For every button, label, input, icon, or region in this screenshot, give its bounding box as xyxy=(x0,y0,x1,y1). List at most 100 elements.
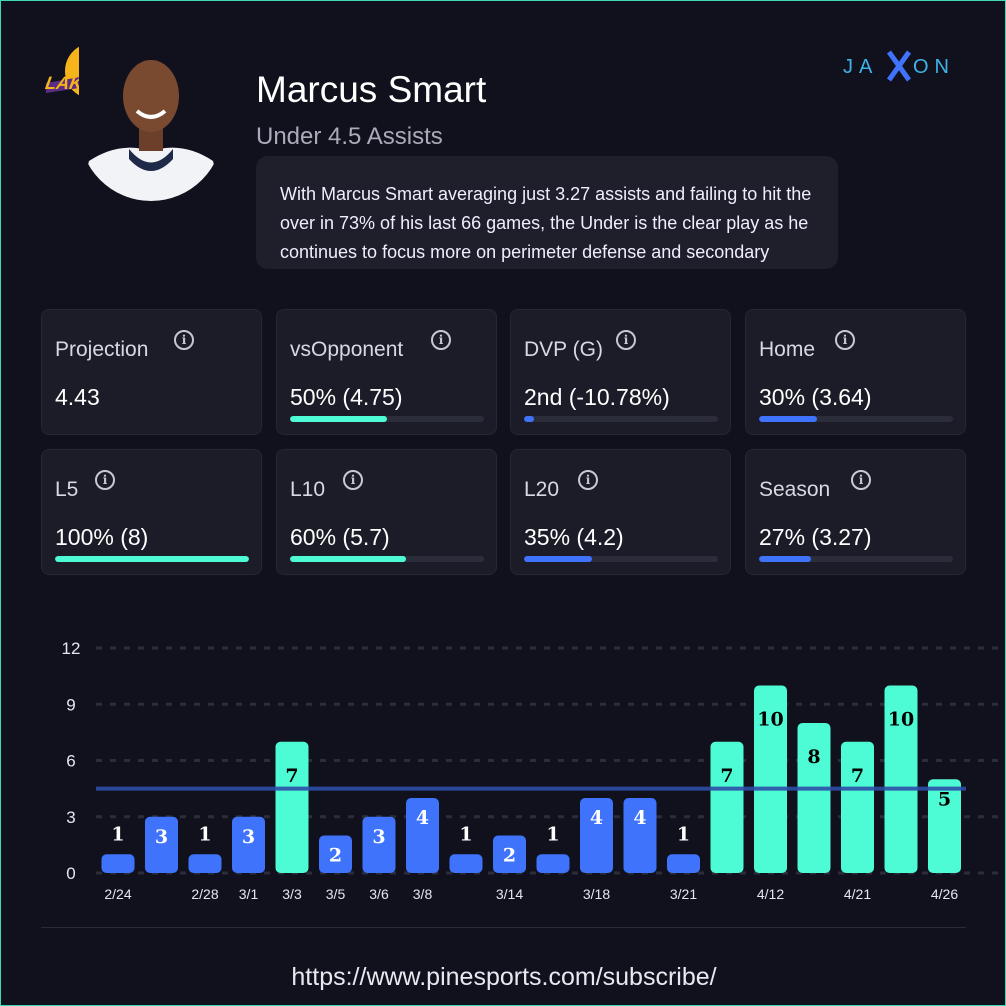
progress-bar xyxy=(759,556,953,562)
stat-value: 100% (8) xyxy=(55,524,149,550)
bar-value-label: 2 xyxy=(329,845,342,867)
bar-value-label: 10 xyxy=(888,709,914,731)
bar xyxy=(884,685,918,873)
bar-value-label: 4 xyxy=(633,807,646,829)
stat-label: L20 xyxy=(524,478,560,501)
bar xyxy=(754,685,787,873)
progress-bar xyxy=(524,556,718,562)
bar xyxy=(667,854,700,873)
bar xyxy=(319,835,352,873)
bar xyxy=(580,798,613,873)
bar-value-label: 7 xyxy=(851,765,864,787)
x-tick-label: 2/28 xyxy=(191,886,218,902)
bar xyxy=(623,798,657,873)
bar-value-label: 7 xyxy=(285,765,298,787)
bar xyxy=(493,835,526,873)
x-tick-label: 3/8 xyxy=(413,886,433,902)
progress-fill xyxy=(290,416,387,422)
stat-card-l5: L5 i 100% (8) xyxy=(41,449,262,575)
progress-fill xyxy=(524,556,592,562)
info-icon[interactable]: i xyxy=(343,470,363,490)
bar xyxy=(536,854,570,873)
x-tick-label: 2/24 xyxy=(104,886,131,902)
y-tick-label: 6 xyxy=(66,752,75,771)
bar-value-label: 1 xyxy=(459,823,472,845)
stat-value: 30% (3.64) xyxy=(759,384,872,410)
svg-text:JA: JA xyxy=(843,56,878,78)
progress-fill xyxy=(290,556,407,562)
stat-label: Season xyxy=(759,478,831,501)
stat-card-vsopponent: vsOpponent i 50% (4.75) xyxy=(276,309,497,435)
bar xyxy=(275,741,309,873)
progress-bar xyxy=(290,416,484,422)
x-tick-label: 3/6 xyxy=(369,886,389,902)
stat-card-home: Home i 30% (3.64) xyxy=(745,309,966,435)
progress-bar xyxy=(290,556,484,562)
stat-value: 50% (4.75) xyxy=(290,384,403,410)
progress-bar xyxy=(55,556,249,562)
x-tick-label: 3/14 xyxy=(496,886,523,902)
bar-value-label: 4 xyxy=(590,807,603,829)
progress-fill xyxy=(759,416,818,422)
y-tick-label: 3 xyxy=(66,808,75,827)
info-icon[interactable]: i xyxy=(835,330,855,350)
info-icon[interactable]: i xyxy=(174,330,194,350)
stat-label: DVP (G) xyxy=(524,338,603,361)
info-icon[interactable]: i xyxy=(95,470,115,490)
bar xyxy=(841,741,874,873)
bar-value-label: 1 xyxy=(198,823,211,845)
bar xyxy=(797,723,831,873)
subscribe-url[interactable]: https://www.pinesports.com/subscribe/ xyxy=(291,963,717,991)
bar xyxy=(406,798,439,873)
stat-value: 35% (4.2) xyxy=(524,524,624,550)
info-icon[interactable]: i xyxy=(578,470,598,490)
stat-label: Home xyxy=(759,338,816,361)
y-tick-label: 9 xyxy=(66,695,75,714)
x-tick-label: 3/5 xyxy=(326,886,346,902)
bar-value-label: 2 xyxy=(503,845,516,867)
x-tick-label: 3/18 xyxy=(583,886,610,902)
stat-label: L10 xyxy=(290,478,326,501)
bar xyxy=(362,816,396,873)
progress-fill xyxy=(759,556,812,562)
bar xyxy=(232,816,265,873)
bar xyxy=(928,779,961,873)
bar xyxy=(145,816,178,873)
player-name: Marcus Smart xyxy=(256,69,487,110)
info-icon[interactable]: i xyxy=(431,330,451,350)
divider xyxy=(41,927,966,928)
bar-value-label: 10 xyxy=(757,709,783,731)
stat-label: L5 xyxy=(55,478,79,501)
info-icon[interactable]: i xyxy=(616,330,636,350)
x-tick-label: 3/1 xyxy=(239,886,259,902)
analysis-text: With Marcus Smart averaging just 3.27 as… xyxy=(256,156,838,269)
x-tick-label: 4/12 xyxy=(757,886,784,902)
bar-value-label: 8 xyxy=(807,746,820,768)
stat-label: Projection xyxy=(55,338,149,361)
bar-value-label: 4 xyxy=(416,807,429,829)
bar-value-label: 1 xyxy=(111,823,124,845)
stat-label: vsOpponent xyxy=(290,338,404,361)
bar xyxy=(449,854,483,873)
bar xyxy=(188,854,222,873)
bar-value-label: 1 xyxy=(546,823,559,845)
progress-fill xyxy=(55,556,249,562)
progress-fill xyxy=(524,416,534,422)
stat-value: 60% (5.7) xyxy=(290,524,390,550)
progress-bar xyxy=(759,416,953,422)
info-icon[interactable]: i xyxy=(851,470,871,490)
x-tick-label: 3/3 xyxy=(282,886,302,902)
x-tick-label: 4/26 xyxy=(931,886,958,902)
bar-value-label: 3 xyxy=(155,826,168,848)
prop-line: Under 4.5 Assists xyxy=(256,123,443,150)
stat-value: 2nd (-10.78%) xyxy=(524,384,670,410)
bar xyxy=(710,741,744,873)
x-tick-label: 3/21 xyxy=(670,886,697,902)
jaxon-logo: JA ON xyxy=(843,50,955,82)
bar-value-label: 3 xyxy=(242,826,255,848)
y-tick-label: 12 xyxy=(62,639,81,658)
stat-card-l10: L10 i 60% (5.7) xyxy=(276,449,497,575)
bar-value-label: 7 xyxy=(720,765,733,787)
svg-text:ON: ON xyxy=(913,56,955,78)
